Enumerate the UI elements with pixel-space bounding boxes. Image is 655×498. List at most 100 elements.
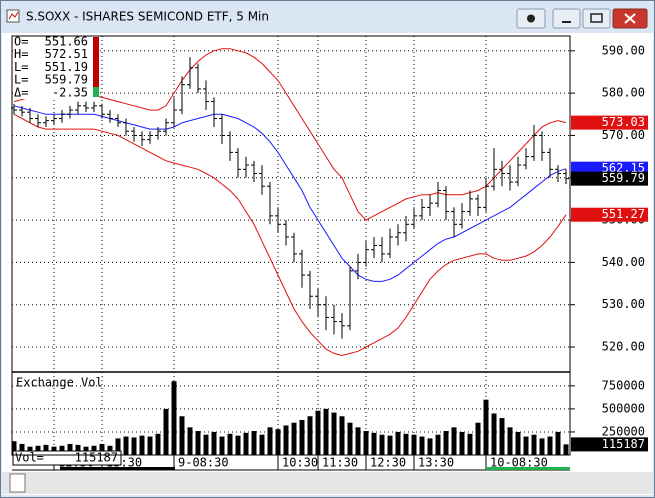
volume-bar: [435, 434, 441, 455]
volume-bar: [259, 434, 265, 455]
restore-button[interactable]: [582, 8, 611, 29]
volume-bar: [323, 408, 329, 455]
y-tick-label: 250000: [602, 424, 645, 438]
price-tag-label: 559.79: [602, 171, 645, 185]
volume-bar: [315, 410, 321, 455]
panel-title: Exchange Vol: [16, 376, 103, 390]
volume-bar: [107, 445, 113, 455]
change-bar-green: [93, 87, 99, 97]
price-tag-label: 573.03: [602, 115, 645, 129]
volume-tag-label: 115187: [602, 437, 645, 451]
volume-bar: [43, 444, 49, 455]
window-title: S.SOXX - ISHARES SEMICOND ETF, 5 Min: [26, 10, 269, 24]
volume-tag: [571, 437, 648, 452]
volume-bar: [339, 416, 345, 455]
y-tick-label: 500000: [602, 401, 645, 415]
readout-label: Δ=: [14, 85, 28, 99]
volume-bar: [387, 435, 393, 455]
y-tick-label: 540.00: [602, 255, 645, 269]
volume-bar: [539, 438, 545, 455]
readout-label: L=: [14, 60, 28, 74]
volume-bar: [11, 441, 17, 455]
volume-bar: [491, 413, 497, 455]
volume-bar: [163, 408, 169, 455]
volume-bar: [171, 381, 177, 455]
volume-bar: [395, 431, 401, 455]
volume-bar: [115, 438, 121, 455]
volume-bar: [547, 436, 553, 455]
volume-bar: [219, 436, 225, 455]
readout-label: H=: [14, 47, 28, 61]
volume-bar: [235, 435, 241, 455]
volume-bar: [67, 443, 73, 455]
price-tag: [571, 207, 648, 222]
volume-bar: [227, 433, 233, 455]
volume-bar: [371, 432, 377, 455]
volume-bar: [555, 431, 561, 455]
y-tick-label: 580.00: [602, 86, 645, 100]
volume-bar: [195, 431, 201, 455]
session-bar-today: [486, 467, 570, 470]
band-line: [13, 113, 567, 357]
volume-bar: [411, 434, 417, 455]
volume-bar: [523, 436, 529, 455]
scrollbar[interactable]: [2, 472, 653, 494]
volume-bar: [419, 436, 425, 455]
app-icon-glyph: [8, 11, 19, 20]
readout-box: [13, 37, 99, 99]
y-tick-label: 750000: [602, 378, 645, 392]
readout-value: -2.35: [52, 85, 88, 99]
volume-bar: [139, 435, 145, 455]
band-line: [13, 105, 567, 282]
readout-value: 572.51: [45, 47, 88, 61]
volume-bar: [379, 434, 385, 455]
x-tick-label: 9-08:30: [178, 456, 229, 470]
volume-bar: [403, 433, 409, 455]
y-tick-label: 530.00: [602, 297, 645, 311]
readout-label: L=: [14, 73, 28, 87]
volume-bar: [187, 427, 193, 455]
app-icon: [6, 9, 20, 23]
volume-bar: [275, 429, 281, 455]
volume-bar: [59, 445, 65, 455]
price-tag-label: 551.27: [602, 207, 645, 221]
volume-bar: [35, 445, 41, 455]
volume-bar: [131, 437, 137, 455]
volume-bar: [203, 434, 209, 455]
volume-bar: [123, 436, 129, 455]
volume-bar: [499, 418, 505, 455]
volume-bar: [179, 416, 185, 455]
volume-bar: [427, 438, 433, 455]
readout-value: 551.19: [45, 60, 88, 74]
volume-bar: [563, 444, 569, 455]
volume-bar: [515, 431, 521, 455]
volume-bar: [155, 433, 161, 455]
volume-bar: [363, 431, 369, 455]
volume-bar: [19, 443, 25, 455]
volume-bar: [331, 412, 337, 455]
volume-bar: [267, 427, 273, 455]
volume-bar: [147, 436, 153, 455]
scroll-thumb[interactable]: [9, 473, 26, 493]
close-icon: [624, 13, 636, 24]
volume-bar: [99, 443, 105, 455]
y-tick-label: 520.00: [602, 340, 645, 354]
session-bar-prior: [60, 467, 175, 470]
readout-value: 559.79: [45, 73, 88, 87]
minimize-button[interactable]: [552, 8, 581, 29]
volume-bar: [291, 422, 297, 455]
x-tick-label: 13:30: [418, 456, 454, 470]
band-line: [13, 48, 567, 221]
readout-value: 551.66: [45, 35, 88, 49]
plot-frame: [11, 35, 571, 456]
vol-readout-value: 115187: [75, 451, 118, 465]
volume-bar: [355, 427, 361, 455]
change-bar-red: [93, 37, 99, 87]
volume-bar: [475, 422, 481, 455]
volume-bar: [243, 432, 249, 455]
volume-bar: [507, 427, 513, 455]
volume-bar: [307, 416, 313, 455]
vol-readout-label: Vol=: [15, 451, 44, 465]
readout-label: O=: [14, 35, 28, 49]
